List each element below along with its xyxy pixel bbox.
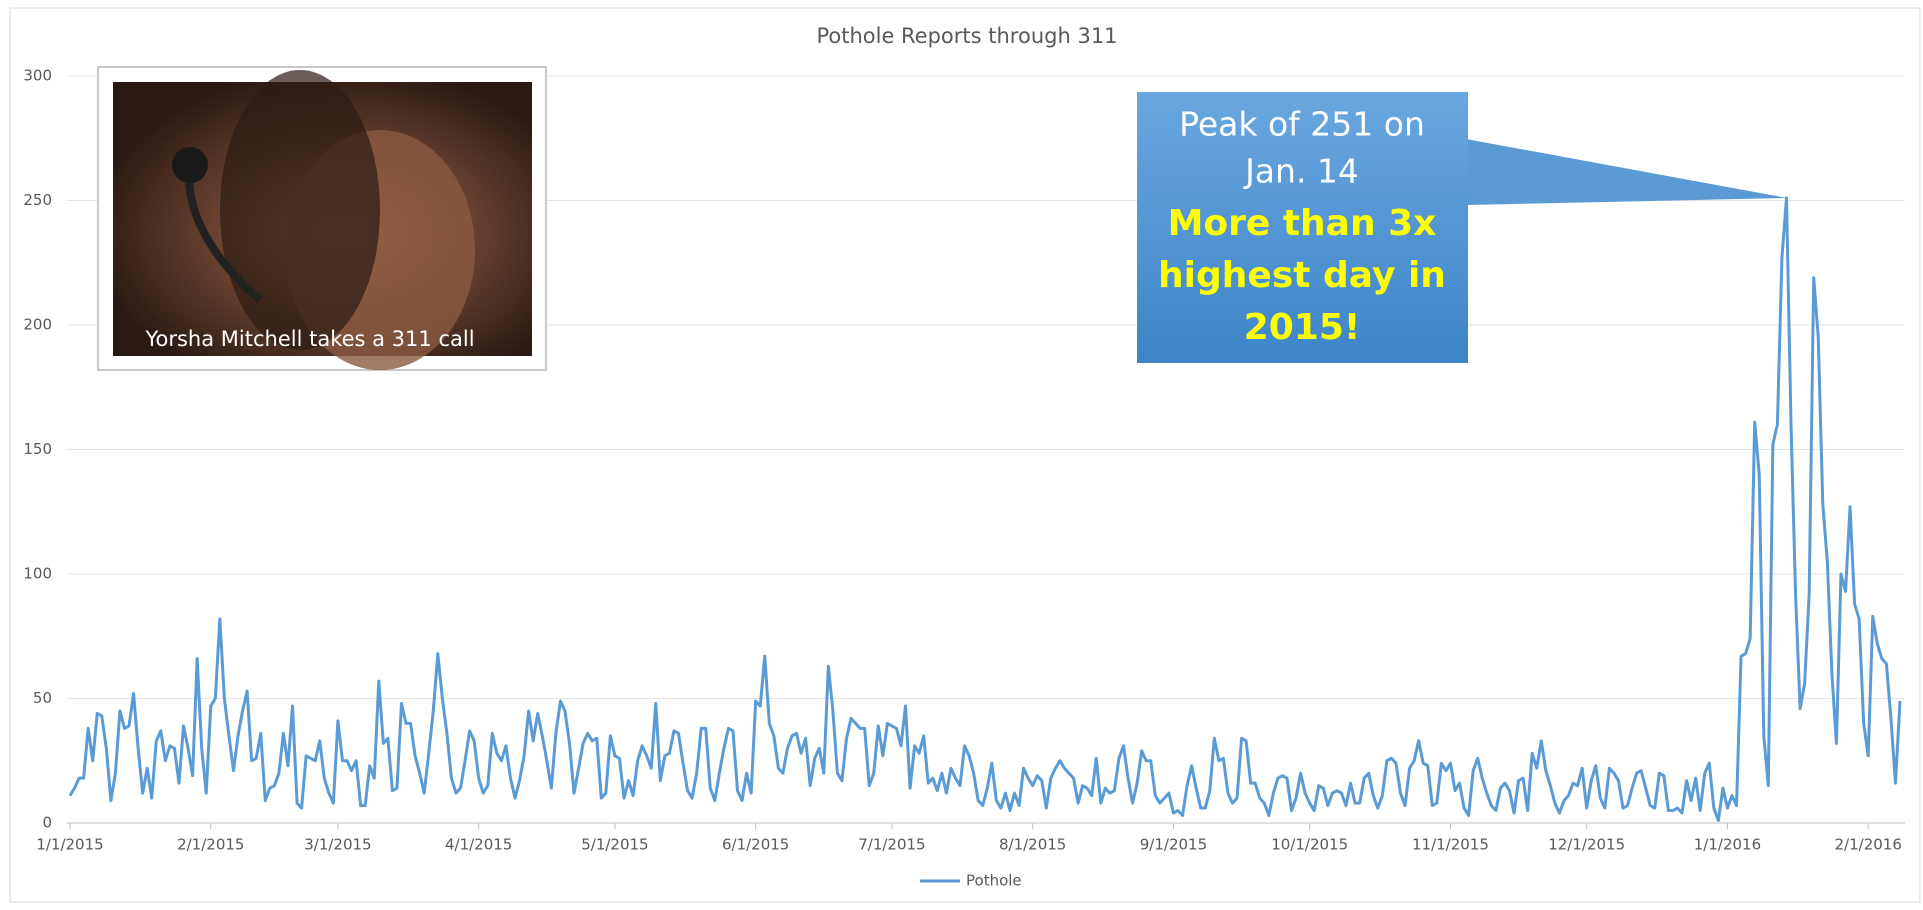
x-tick-label: 6/1/2015 <box>722 836 789 854</box>
callout-highlight: 2015! <box>1244 307 1361 348</box>
x-tick-label: 2/1/2015 <box>177 836 244 854</box>
y-tick-label: 50 <box>33 689 52 707</box>
chart: Pothole Reports through 311 0 50 100 150 200… <box>0 0 1923 906</box>
x-tick-label: 9/1/2015 <box>1140 836 1207 854</box>
callout-highlight: highest day in <box>1158 255 1446 296</box>
y-tick-label: 200 <box>23 316 52 334</box>
callout-highlight: More than 3x <box>1168 203 1437 244</box>
x-tick-label: 11/1/2015 <box>1412 836 1489 854</box>
photo-caption: Yorsha Mitchell takes a 311 call <box>144 327 474 351</box>
callout-text: Peak of 251 on <box>1179 105 1425 144</box>
chart-title: Pothole Reports through 311 <box>816 24 1117 48</box>
y-tick-label: 100 <box>23 565 52 583</box>
x-tick-label: 1/1/2015 <box>36 836 103 854</box>
x-tick-label: 3/1/2015 <box>304 836 371 854</box>
callout-text: Jan. 14 <box>1243 152 1359 191</box>
x-tick-label: 10/1/2015 <box>1271 836 1348 854</box>
legend-label: Pothole <box>966 872 1022 890</box>
y-tick-label: 150 <box>23 440 52 458</box>
x-tick-label: 12/1/2015 <box>1548 836 1625 854</box>
x-tick-label: 1/1/2016 <box>1694 836 1761 854</box>
y-tick-label: 0 <box>42 814 52 832</box>
y-tick-label: 300 <box>23 67 52 85</box>
x-tick-label: 4/1/2015 <box>445 836 512 854</box>
x-tick-label: 8/1/2015 <box>999 836 1066 854</box>
photo: Yorsha Mitchell takes a 311 call <box>98 67 546 370</box>
x-tick-label: 5/1/2015 <box>581 836 648 854</box>
x-tick-label: 2/1/2016 <box>1835 836 1902 854</box>
x-tick-label: 7/1/2015 <box>858 836 925 854</box>
y-tick-label: 250 <box>23 191 52 209</box>
